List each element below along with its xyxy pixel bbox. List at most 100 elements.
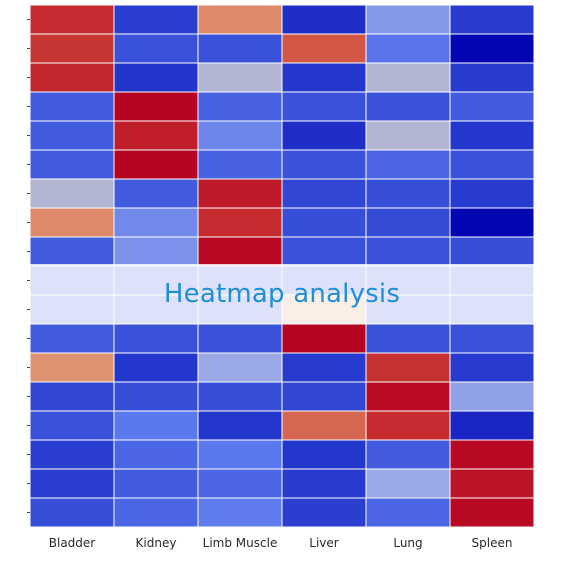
heatmap-cell xyxy=(365,468,451,499)
heatmap-cell xyxy=(197,120,283,151)
heatmap-cell xyxy=(281,62,367,93)
y-axis-ticks xyxy=(27,19,30,513)
heatmap-cell xyxy=(365,120,451,151)
heatmap-cell xyxy=(281,149,367,180)
heatmap-cell xyxy=(449,4,535,35)
heatmap-cell xyxy=(365,294,451,325)
heatmap-cell xyxy=(365,439,451,470)
heatmap-cell xyxy=(281,91,367,122)
heatmap-cell xyxy=(449,265,535,296)
heatmap-cell xyxy=(281,236,367,267)
heatmap-cell xyxy=(449,149,535,180)
heatmap-cell xyxy=(449,497,535,528)
heatmap-cell xyxy=(197,62,283,93)
heatmap-cell xyxy=(281,120,367,151)
heatmap-cell xyxy=(365,149,451,180)
heatmap-cell xyxy=(113,62,199,93)
heatmap-cell xyxy=(281,207,367,238)
heatmap-cell xyxy=(365,91,451,122)
heatmap-cell xyxy=(113,178,199,209)
heatmap-cell xyxy=(365,207,451,238)
heatmap-cell xyxy=(449,294,535,325)
heatmap-cells xyxy=(29,4,535,528)
heatmap-cell xyxy=(281,178,367,209)
x-tick-label: Limb Muscle xyxy=(203,536,278,550)
heatmap-cell xyxy=(113,207,199,238)
heatmap-cell xyxy=(449,62,535,93)
heatmap-cell xyxy=(197,4,283,35)
x-tick-label: Liver xyxy=(309,536,339,550)
heatmap-cell xyxy=(29,120,115,151)
heatmap-cell xyxy=(197,439,283,470)
heatmap-cell xyxy=(197,468,283,499)
heatmap-cell xyxy=(113,352,199,383)
heatmap-cell xyxy=(365,352,451,383)
heatmap-cell xyxy=(113,33,199,64)
heatmap-cell xyxy=(281,4,367,35)
heatmap-cell xyxy=(281,439,367,470)
heatmap-cell xyxy=(449,410,535,441)
heatmap-cell xyxy=(29,381,115,412)
x-tick-label: Bladder xyxy=(49,536,96,550)
heatmap-cell xyxy=(281,265,367,296)
heatmap-cell xyxy=(29,91,115,122)
heatmap-cell xyxy=(449,91,535,122)
x-tick-label: Kidney xyxy=(136,536,177,550)
heatmap-cell xyxy=(197,265,283,296)
heatmap-cell xyxy=(449,33,535,64)
heatmap-cell xyxy=(281,497,367,528)
heatmap-cell xyxy=(281,323,367,354)
heatmap-cell xyxy=(29,236,115,267)
heatmap-cell xyxy=(449,178,535,209)
heatmap-cell xyxy=(197,178,283,209)
heatmap-cell xyxy=(365,178,451,209)
heatmap-cell xyxy=(281,381,367,412)
heatmap-cell xyxy=(197,294,283,325)
heatmap-cell xyxy=(29,207,115,238)
heatmap-cell xyxy=(365,33,451,64)
heatmap-cell xyxy=(29,265,115,296)
heatmap-cell xyxy=(365,410,451,441)
heatmap-cell xyxy=(197,149,283,180)
heatmap-cell xyxy=(113,91,199,122)
heatmap-cell xyxy=(197,497,283,528)
heatmap-cell xyxy=(197,410,283,441)
heatmap-cell xyxy=(29,33,115,64)
heatmap-cell xyxy=(113,439,199,470)
heatmap-cell xyxy=(29,294,115,325)
heatmap-cell xyxy=(281,294,367,325)
heatmap-cell xyxy=(29,410,115,441)
heatmap-cell xyxy=(197,91,283,122)
x-tick-label: Spleen xyxy=(472,536,513,550)
heatmap-cell xyxy=(197,352,283,383)
heatmap-cell xyxy=(113,4,199,35)
heatmap-cell xyxy=(29,439,115,470)
heatmap-cell xyxy=(29,178,115,209)
heatmap-cell xyxy=(281,352,367,383)
heatmap-cell xyxy=(281,33,367,64)
heatmap-cell xyxy=(197,33,283,64)
heatmap-cell xyxy=(113,381,199,412)
heatmap-cell xyxy=(449,381,535,412)
heatmap-cell xyxy=(29,149,115,180)
heatmap-cell xyxy=(29,4,115,35)
heatmap-cell xyxy=(113,468,199,499)
heatmap-cell xyxy=(365,381,451,412)
heatmap-cell xyxy=(29,62,115,93)
heatmap-cell xyxy=(113,323,199,354)
heatmap-cell xyxy=(449,120,535,151)
heatmap-cell xyxy=(449,323,535,354)
heatmap-cell xyxy=(113,294,199,325)
heatmap-cell xyxy=(365,62,451,93)
heatmap-cell xyxy=(197,323,283,354)
heatmap-cell xyxy=(449,236,535,267)
heatmap-cell xyxy=(281,410,367,441)
heatmap-cell xyxy=(113,120,199,151)
heatmap-cell xyxy=(365,236,451,267)
heatmap-cell xyxy=(29,352,115,383)
heatmap-cell xyxy=(449,439,535,470)
heatmap-cell xyxy=(365,4,451,35)
heatmap-cell xyxy=(113,497,199,528)
